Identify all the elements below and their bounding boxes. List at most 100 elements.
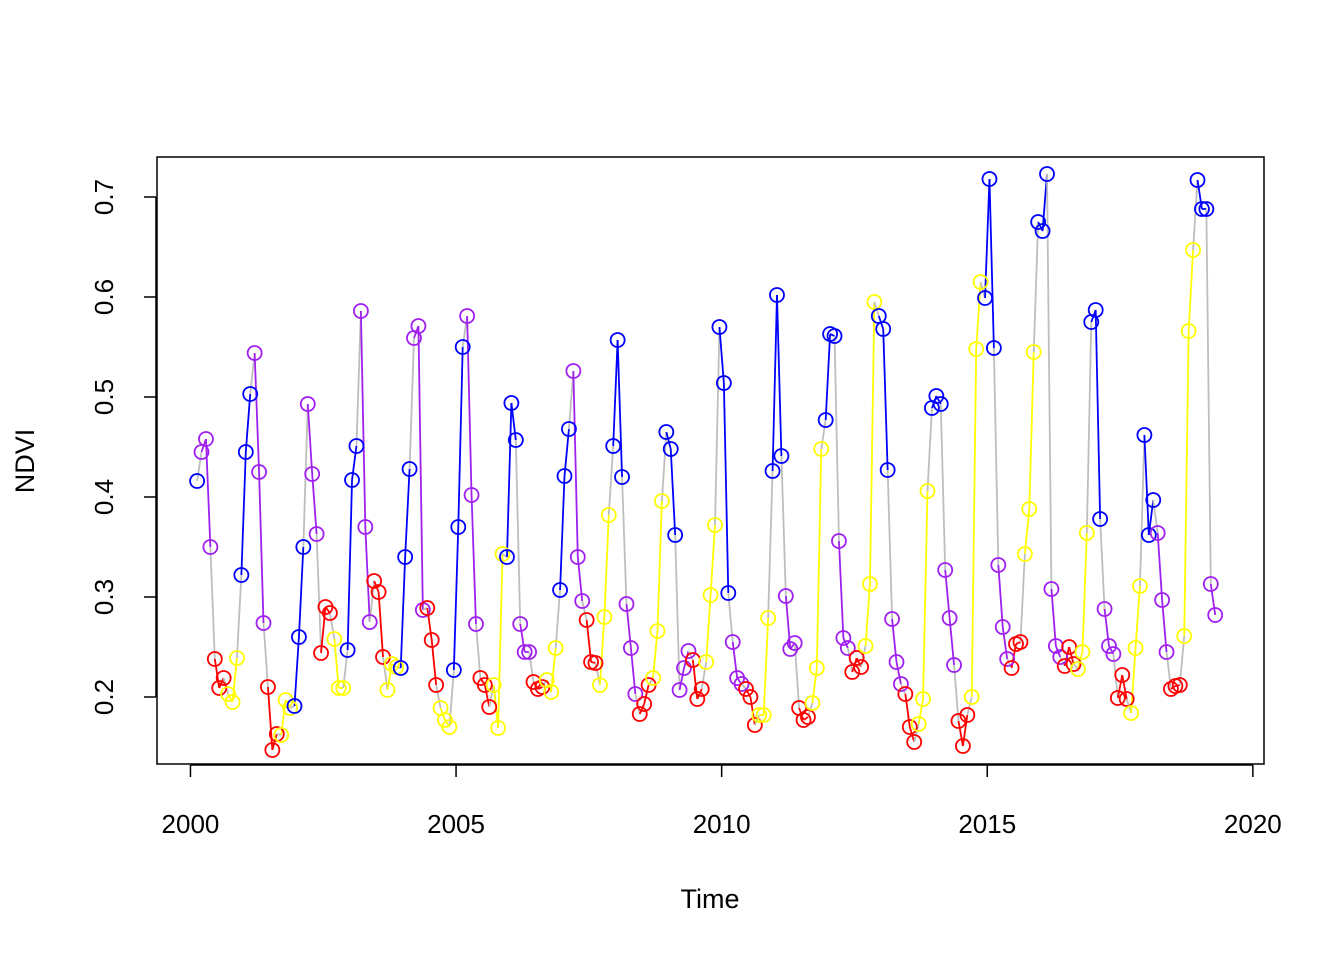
data-point-spring [1052, 649, 1069, 665]
series-segment-transition [1085, 321, 1093, 534]
data-point-summer [476, 677, 493, 693]
data-point-spring [777, 588, 794, 604]
series-segment-spring [572, 370, 579, 558]
data-point-winter [286, 698, 303, 714]
series-segment-winter [1147, 499, 1155, 536]
series-segment-summer [1121, 674, 1128, 700]
data-point-spring [618, 596, 635, 612]
data-point-winter [344, 472, 360, 488]
data-point-spring [516, 644, 533, 660]
data-point-summer [959, 707, 976, 723]
series-segment-transition [488, 684, 495, 708]
series-segment-spring [417, 325, 424, 611]
series-segment-transition [939, 403, 947, 571]
data-point-spring [1158, 644, 1175, 660]
data-point-spring [251, 464, 267, 480]
series-segment-winter [351, 445, 358, 481]
data-point-autumn [963, 689, 980, 705]
data-point-spring [463, 487, 480, 503]
data-point-autumn [1180, 323, 1197, 339]
data-point-winter [339, 642, 356, 658]
series-segment-transition [262, 622, 269, 688]
series-segment-transition [435, 684, 442, 709]
data-point-autumn [1021, 501, 1038, 517]
data-point-summer [370, 584, 387, 600]
data-point-winter [295, 539, 312, 555]
data-point-autumn [335, 680, 352, 696]
series-segment-summer [590, 661, 596, 664]
data-point-winter [715, 375, 732, 391]
series-segment-transition [581, 600, 588, 621]
data-point-winter [1034, 223, 1051, 239]
data-point-spring [352, 303, 369, 319]
data-point-autumn [485, 677, 502, 693]
data-point-summer [1012, 634, 1029, 650]
series-segment-transition [700, 661, 708, 690]
data-point-summer [1065, 656, 1082, 672]
data-point-summer [578, 612, 595, 628]
data-point-winter [817, 412, 834, 428]
y-tick-label: 0.5 [89, 379, 119, 415]
data-point-summer [264, 742, 281, 758]
data-point-autumn [808, 660, 825, 676]
data-point-spring [459, 308, 476, 324]
series-segment-transition [514, 439, 522, 625]
series-segment-summer [904, 693, 911, 728]
series-segment-transition [1019, 553, 1026, 643]
data-point-winter [614, 469, 630, 485]
series-segment-summer [271, 733, 278, 751]
series-segment-spring [470, 494, 477, 625]
data-point-autumn [494, 546, 511, 562]
data-point-winter [1145, 492, 1162, 508]
series-segment-autumn [705, 594, 712, 663]
series-segment-spring [842, 637, 849, 649]
series-segment-summer [643, 684, 650, 705]
data-point-winter [237, 444, 254, 460]
x-axis-title: Time [681, 884, 740, 914]
data-point-spring [468, 616, 484, 632]
series-segment-winter [722, 382, 730, 594]
series-segment-winter [399, 556, 407, 669]
data-point-autumn [653, 493, 670, 509]
data-point-autumn [441, 719, 458, 735]
data-point-summer [366, 573, 383, 589]
data-point-autumn [866, 294, 883, 310]
y-tick-label: 0.4 [89, 479, 119, 515]
data-point-autumn [490, 720, 507, 736]
data-point-spring [946, 657, 962, 673]
data-point-autumn [1070, 661, 1086, 677]
data-point-winter [503, 395, 520, 411]
series-segment-winter [1143, 434, 1150, 536]
data-point-summer [693, 681, 710, 697]
data-point-winter [662, 441, 679, 457]
data-point-autumn [862, 576, 878, 592]
series-segment-winter [829, 333, 835, 337]
series-segment-transition [900, 683, 907, 695]
series-segment-autumn [1134, 585, 1141, 649]
series-segment-summer [373, 580, 380, 593]
data-point-spring [521, 644, 537, 660]
series-segment-winter [506, 402, 513, 558]
data-point-autumn [273, 727, 290, 743]
data-point-winter [928, 388, 945, 404]
series-segment-transition [607, 445, 615, 516]
data-point-summer [206, 651, 223, 667]
series-segment-spring [258, 471, 265, 624]
data-point-winter [556, 468, 573, 484]
data-point-autumn [543, 684, 560, 700]
data-point-winter [1136, 427, 1153, 443]
data-point-summer [1061, 639, 1078, 655]
x-tick-label: 2015 [958, 809, 1016, 839]
series-segment-spring [1050, 588, 1057, 647]
data-point-spring [623, 640, 639, 656]
data-point-summer [419, 600, 436, 616]
series-segment-summer [855, 657, 862, 668]
series-segment-autumn [656, 500, 663, 632]
data-point-spring [990, 557, 1007, 573]
data-point-autumn [919, 483, 936, 499]
data-point-autumn [645, 670, 661, 686]
data-point-spring [357, 519, 374, 535]
series-segment-winter [404, 468, 411, 558]
data-point-winter [826, 328, 843, 344]
data-point-summer [1163, 681, 1179, 697]
